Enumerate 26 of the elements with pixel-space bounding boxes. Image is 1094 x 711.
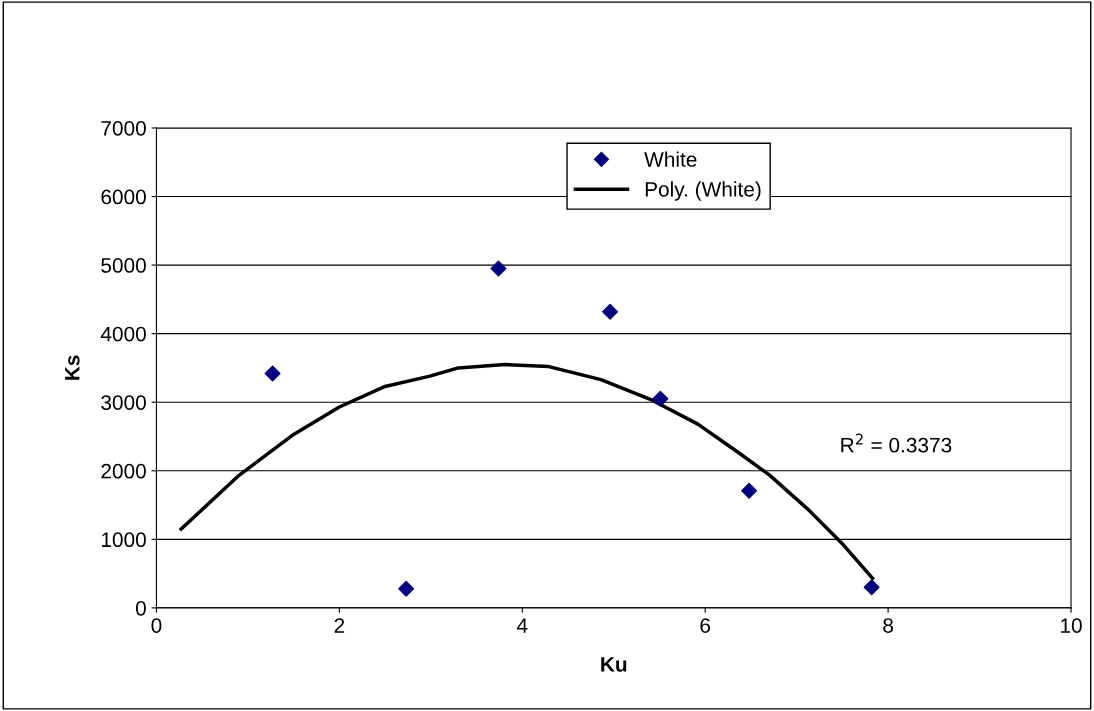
annotation: R$^{2}$ = 0.3373 bbox=[841, 433, 952, 453]
y-axis-title: Ks bbox=[65, 355, 80, 380]
point bbox=[652, 390, 669, 407]
x-tick-label: 10 bbox=[1061, 618, 1082, 633]
point bbox=[602, 303, 619, 320]
point bbox=[863, 579, 880, 596]
y-tick-label: 7000 bbox=[101, 120, 146, 136]
x-tick-label: 4 bbox=[516, 618, 528, 633]
y-tick-label: 1000 bbox=[101, 532, 146, 548]
x-tick-label: 6 bbox=[700, 618, 711, 633]
point bbox=[490, 260, 507, 277]
x-axis-title: Ku bbox=[601, 657, 627, 672]
point bbox=[398, 580, 415, 597]
legend-label: White bbox=[644, 151, 697, 167]
y-tick-label: 4000 bbox=[100, 326, 146, 342]
y-tick-label: 6000 bbox=[101, 189, 146, 205]
y-tick-label: 2000 bbox=[101, 463, 146, 479]
y-tick-label: 3000 bbox=[101, 395, 146, 410]
y-tick-label: 5000 bbox=[101, 258, 146, 273]
x-tick-label: 0 bbox=[151, 618, 162, 633]
point bbox=[741, 482, 758, 499]
x-tick-label: 2 bbox=[334, 618, 345, 633]
legend-label: Poly. (White) bbox=[645, 181, 761, 201]
y-tick-label: 0 bbox=[135, 600, 146, 616]
point bbox=[264, 365, 281, 382]
x-tick-label: 8 bbox=[883, 618, 893, 633]
